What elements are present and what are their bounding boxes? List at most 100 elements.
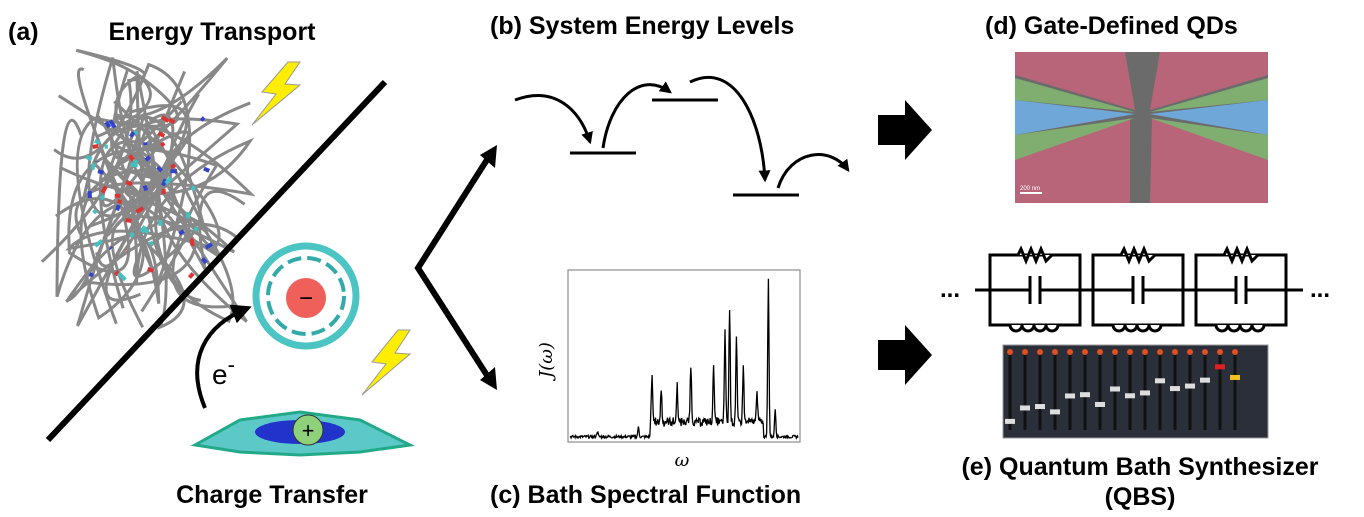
protein-structure: [87, 190, 93, 199]
panel-title: (d) Gate-Defined QDs: [985, 12, 1238, 40]
mixer-board: [1157, 349, 1163, 355]
mixer-board: [1185, 383, 1195, 389]
protein-structure: [128, 154, 135, 162]
arrowhead: [480, 367, 497, 390]
y-axis-label: J(ω): [536, 342, 557, 382]
fullerene: [252, 242, 360, 350]
panel-title: (e) Quantum Bath Synthesizer: [961, 453, 1318, 481]
electron-charge: -: [228, 352, 235, 377]
protein-structure: [125, 179, 133, 187]
protein-structure: [97, 169, 104, 175]
mixer-board: [1080, 392, 1090, 398]
mixer-board: [1005, 418, 1015, 424]
block-arrow: [878, 325, 932, 385]
device-image: [1015, 52, 1268, 203]
mixer-board: [1142, 349, 1148, 355]
spectrum: [569, 278, 799, 441]
mixer-board: [1065, 393, 1075, 399]
protein-structure: [75, 71, 202, 325]
protein-structure: [125, 218, 132, 223]
protein-structure: [108, 246, 113, 250]
branch-arrow: [414, 153, 493, 382]
protein-structure: [146, 266, 155, 273]
protein-structure: [87, 57, 189, 218]
protein-structure: [135, 206, 145, 214]
circuit: [1111, 324, 1163, 333]
protein-structure: [117, 199, 123, 204]
mixer-board: [1050, 409, 1060, 415]
charge: +: [302, 418, 315, 443]
mixer-board: [1097, 349, 1103, 355]
mixer-board: [1067, 349, 1073, 355]
circuit: [975, 245, 1303, 333]
protein-structure: [187, 272, 195, 279]
mixer-board: [1230, 374, 1240, 380]
panel-label: (a): [8, 18, 39, 46]
mixer-board: [1035, 404, 1045, 410]
protein-structure: [161, 178, 168, 187]
protein-structure: [90, 57, 229, 228]
panel-title: System Energy Levels: [529, 12, 794, 40]
porphyrin: [190, 410, 415, 457]
mixer-board: [1002, 344, 1269, 439]
protein-structure: [40, 48, 256, 330]
panel-label: (e): [961, 453, 992, 481]
panel-label: (d): [985, 12, 1017, 40]
circuit: [1093, 245, 1157, 265]
protein-structure: [92, 208, 98, 215]
panel-title: Quantum Bath Synthesizer: [999, 453, 1319, 481]
protein-structure: [161, 188, 166, 195]
mixer-board: [1110, 386, 1120, 392]
protein-structure: [115, 204, 121, 212]
transition-arrow: [514, 75, 850, 189]
lightning: [361, 329, 412, 396]
protein-structure: [159, 141, 166, 148]
protein-structure: [190, 185, 196, 192]
protein-structure: [108, 119, 117, 129]
electron: e: [212, 359, 228, 390]
protein-structure: [100, 185, 108, 194]
panel-title: Gate-Defined QDs: [1024, 12, 1238, 40]
protein-structure: [200, 257, 208, 265]
mixer-board: [1217, 349, 1223, 355]
panel-title: Bath Spectral Function: [528, 481, 802, 509]
circuit: [1196, 245, 1260, 265]
mixer-board: [1155, 378, 1165, 384]
mixer-board: [1082, 349, 1088, 355]
mixer-board: [1202, 349, 1208, 355]
panel-subtitle: Charge Transfer: [176, 481, 368, 509]
protein-structure: [168, 118, 176, 125]
mixer-board: [1140, 390, 1150, 396]
protein-structure: [156, 165, 163, 173]
protein-structure: [139, 225, 147, 234]
arrow: [195, 304, 252, 409]
protein-structure: [104, 120, 112, 129]
protein-structure: [85, 154, 93, 162]
protein-structure: [203, 166, 211, 173]
ellipsis: ...: [940, 276, 960, 303]
protein-structure: [157, 131, 166, 138]
arrowhead: [480, 145, 497, 168]
plot-frame: [567, 269, 801, 443]
protein-structure: [193, 226, 199, 232]
protein-structure: [169, 163, 176, 170]
mixer-board: [1200, 377, 1210, 383]
circuit: [990, 245, 1054, 265]
protein-structure: [189, 237, 194, 243]
energy-level: [570, 98, 799, 197]
mixer-board: [1112, 349, 1118, 355]
protein-structure: [204, 242, 214, 250]
panel-title: (QBS): [1105, 483, 1176, 511]
protein-structure: [129, 232, 135, 238]
protein-structure: [92, 143, 99, 150]
electron: e-: [212, 352, 235, 390]
protein-structure: [67, 148, 228, 309]
mixer-board: [1037, 349, 1043, 355]
panel-label: (c): [490, 481, 521, 509]
lightning: [251, 61, 302, 126]
protein-structure: [144, 155, 152, 162]
mixer-board: [1095, 401, 1105, 407]
protein-structure: [142, 184, 149, 192]
mixer-board: [1215, 364, 1225, 370]
